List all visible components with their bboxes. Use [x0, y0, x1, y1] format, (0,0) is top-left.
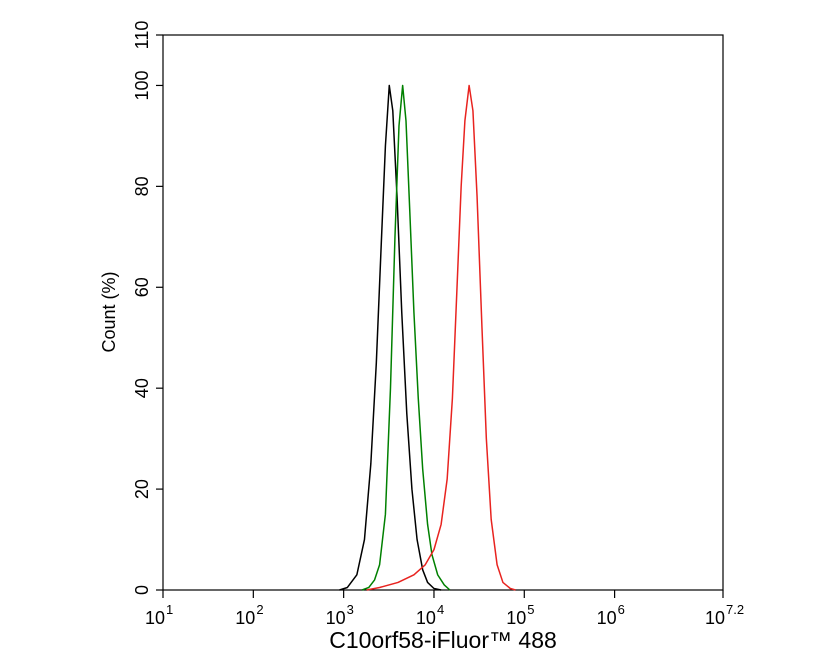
x-tick-label: 10	[705, 608, 725, 628]
plot-frame	[162, 34, 724, 591]
y-tick-label: 110	[132, 21, 152, 50]
x-tick-label: 10	[145, 608, 165, 628]
x-tick-label: 10	[235, 608, 255, 628]
x-tick-exponent: 3	[347, 602, 354, 617]
y-tick-label: 20	[132, 479, 152, 499]
y-tick-label: 100	[132, 70, 152, 100]
x-tick-exponent: 7.2	[726, 602, 744, 617]
series-line	[361, 84, 451, 591]
x-tick-exponent: 6	[618, 602, 625, 617]
series-line	[339, 84, 442, 591]
x-tick-exponent: 5	[527, 602, 534, 617]
series-line	[366, 84, 516, 591]
x-tick-exponent: 4	[437, 602, 444, 617]
x-axis-title: C10orf58-iFluor™ 488	[329, 627, 557, 653]
y-tick-label: 0	[132, 585, 152, 595]
x-tick-exponent: 2	[256, 602, 263, 617]
x-tick-label: 10	[506, 608, 526, 628]
x-tick-exponent: 1	[166, 602, 173, 617]
y-axis-title: Count (%)	[99, 271, 119, 352]
y-tick-label: 60	[132, 277, 152, 297]
y-tick-label: 40	[132, 378, 152, 398]
x-tick-label: 10	[326, 608, 346, 628]
y-tick-label: 80	[132, 176, 152, 196]
x-tick-label: 10	[597, 608, 617, 628]
x-tick-label: 10	[416, 608, 436, 628]
